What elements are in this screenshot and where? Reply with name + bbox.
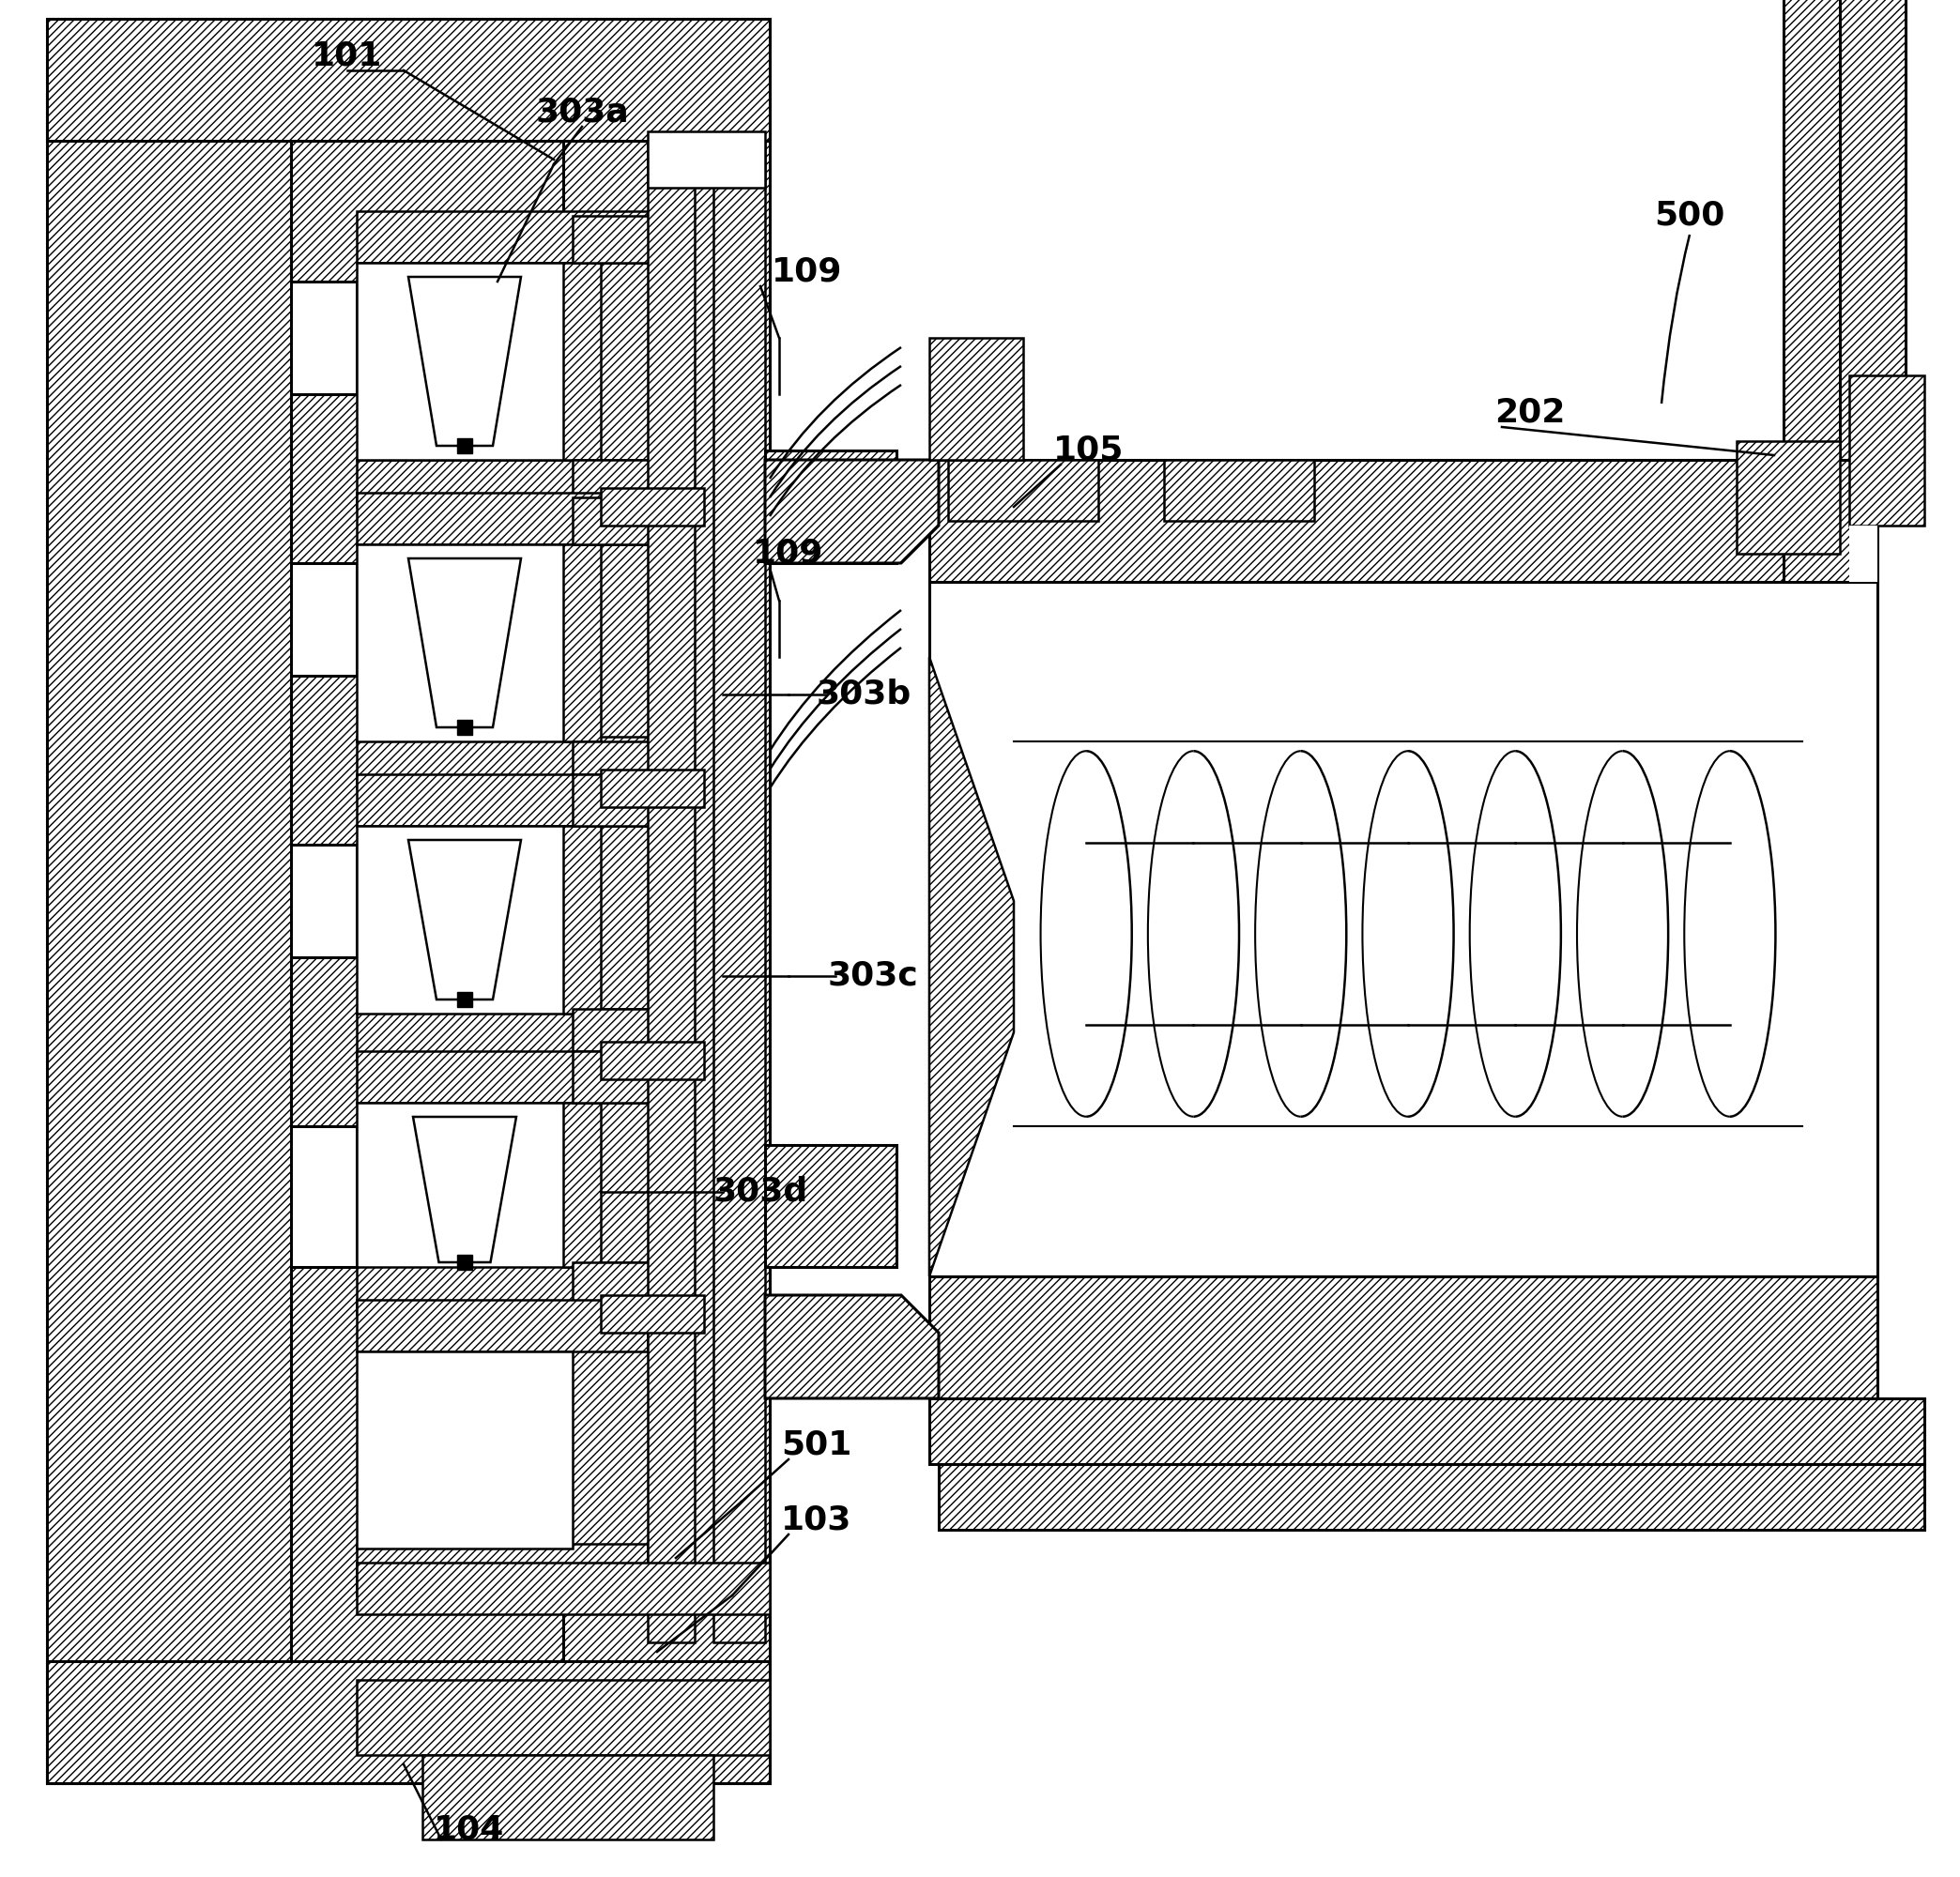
Bar [949,460,1098,520]
Bar [563,263,602,460]
Text: 103: 103 [782,1505,853,1535]
Bar [357,736,647,788]
Bar [563,826,602,1014]
Bar [929,460,1878,582]
Text: 303b: 303b [815,678,911,710]
Bar [1737,441,1840,554]
Bar [572,460,657,507]
Text: 105: 105 [1054,435,1125,465]
Text: 101: 101 [312,39,382,71]
Bar [457,719,472,734]
Bar [1840,0,1905,460]
Bar [457,437,472,452]
Bar [357,544,572,741]
Bar [764,450,896,563]
Bar [563,94,770,1783]
Bar [357,492,647,544]
Polygon shape [408,276,521,445]
Text: 500: 500 [1654,199,1725,231]
Bar [357,263,572,460]
Bar [457,991,472,1006]
Bar [572,497,657,544]
Text: 303a: 303a [535,96,629,128]
Bar [647,131,764,188]
Text: 109: 109 [772,255,843,287]
Text: 109: 109 [753,537,823,571]
Bar [602,488,704,526]
Bar [572,216,657,263]
Bar [357,1562,770,1614]
Polygon shape [408,841,521,999]
Bar [563,544,602,741]
Text: 303d: 303d [713,1175,808,1209]
Bar [929,338,1023,460]
Bar [602,770,704,807]
Bar [357,1102,572,1267]
Bar [764,1145,896,1267]
Bar [357,1351,572,1549]
Bar [423,1755,713,1839]
Bar [572,741,657,788]
Bar [572,1261,657,1314]
Polygon shape [929,657,1013,1276]
Bar [1164,460,1313,520]
Bar [563,1102,602,1267]
Polygon shape [764,1295,939,1398]
Text: 303c: 303c [827,961,919,991]
Bar [357,1543,647,1595]
Bar [357,826,572,1014]
Bar [1784,0,1858,582]
Bar [1848,526,1878,582]
Bar [357,1010,647,1061]
Bar [357,1680,770,1755]
Bar [457,1254,472,1269]
Bar [572,773,657,826]
Bar [1848,375,1925,526]
Bar [929,1276,1878,1398]
Bar [357,1299,647,1351]
Bar [357,1261,647,1314]
Bar [357,460,647,507]
Bar [357,773,647,826]
Bar [357,210,647,263]
Bar [47,94,290,1783]
Bar [647,141,694,1642]
Bar [929,1398,1925,1464]
Bar [357,1051,647,1102]
Polygon shape [764,460,939,563]
Bar [929,582,1878,1276]
Polygon shape [408,559,521,726]
Text: 501: 501 [782,1430,853,1460]
Text: 202: 202 [1495,398,1566,430]
Bar [939,1464,1925,1530]
Polygon shape [414,1117,515,1261]
Polygon shape [290,94,582,1783]
Bar [713,141,764,1642]
Bar [47,1661,770,1783]
Bar [602,1295,704,1333]
Bar [572,1051,657,1102]
Bar [572,1010,657,1061]
Bar [47,19,770,141]
Bar [602,1042,704,1079]
Text: 104: 104 [433,1813,506,1847]
